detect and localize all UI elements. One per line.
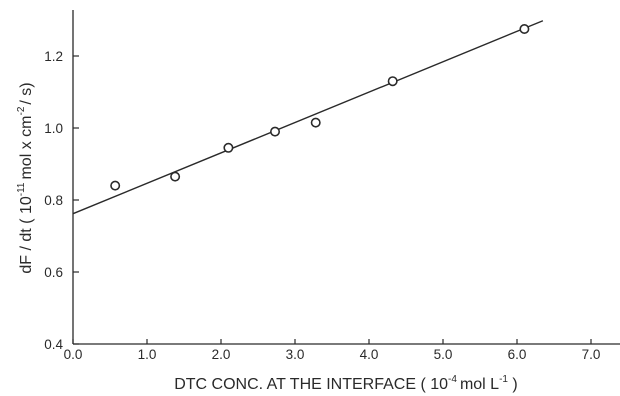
x-tick-label: 2.0 [212,347,231,362]
x-tick-label: 3.0 [286,347,305,362]
y-tick-label: 0.8 [44,193,63,208]
x-axis-title: DTC CONC. AT THE INTERFACE ( 10-4 mol L-1… [174,374,518,393]
x-tick-label: 1.0 [138,347,157,362]
fit-line [72,20,544,215]
data-point [387,76,398,87]
y-axis-title: dF / dt ( 10-11mol x cm-2/ s) [16,82,35,273]
x-tick-label: 0.0 [64,347,83,362]
fit-line-group [72,20,544,215]
data-point [519,23,530,34]
y-ticks: 0.4 0.6 0.8 1.0 1.2 [44,49,79,352]
x-tick-label: 4.0 [360,347,379,362]
data-point [270,126,281,137]
data-point [170,171,181,182]
y-tick-label: 0.4 [44,337,63,352]
x-tick-label: 5.0 [434,347,453,362]
x-tick-label: 6.0 [508,347,527,362]
y-tick-label: 1.2 [44,49,63,64]
data-point [310,117,321,128]
x-ticks: 0.0 1.0 2.0 3.0 4.0 5.0 6.0 7.0 [64,339,601,362]
x-tick-label: 7.0 [582,347,601,362]
data-point [223,142,234,153]
y-tick-label: 1.0 [44,121,63,136]
data-point [110,180,121,191]
data-points [110,23,530,191]
y-tick-label: 0.6 [44,265,63,280]
